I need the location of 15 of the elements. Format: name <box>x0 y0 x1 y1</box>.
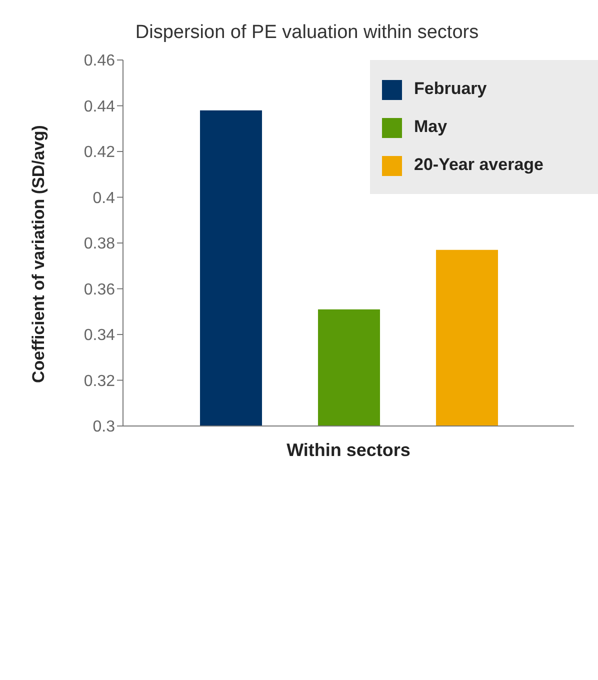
y-tick-label: 0.42 <box>84 144 116 162</box>
legend-label: May <box>414 117 448 136</box>
legend-label: February <box>414 79 487 98</box>
y-tick-label: 0.4 <box>92 190 116 207</box>
y-tick-label: 0.34 <box>84 327 116 344</box>
y-tick-label: 0.32 <box>84 372 116 390</box>
y-tick-label: 0.36 <box>84 281 116 298</box>
legend-label: 20-Year average <box>414 155 544 174</box>
y-tick-label: 0.46 <box>84 52 116 70</box>
y-tick-label: 0.3 <box>92 418 116 436</box>
x-axis-title: Within sectors <box>286 440 410 460</box>
y-tick-label: 0.38 <box>84 236 116 253</box>
chart-title: Dispersion of PE valuation within sectors <box>134 21 480 45</box>
y-tick-label: 0.44 <box>84 98 116 116</box>
y-axis-title: Coefficient of variation (SD/avg) <box>29 125 48 383</box>
